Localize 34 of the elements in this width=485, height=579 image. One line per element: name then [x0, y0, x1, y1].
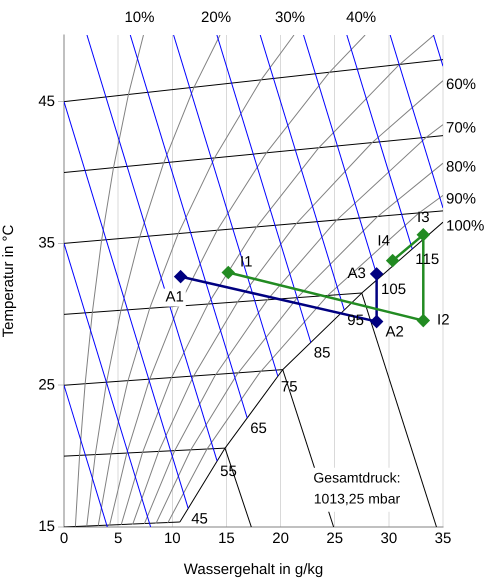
y-axis-title: Temperatur in °C	[0, 224, 18, 338]
annotation: I4	[377, 232, 390, 250]
series-label: 100%	[446, 217, 484, 234]
x-axis-title: Wassergehalt in g/kg	[184, 561, 324, 578]
x-tick-label: 0	[60, 530, 68, 548]
series-label: 10%	[124, 9, 154, 26]
x-tick-label: 5	[114, 530, 122, 548]
y-tick-label: 45	[38, 92, 55, 110]
annotation: A2	[385, 324, 404, 341]
annotation: A1	[165, 288, 184, 306]
y-tick-label: 15	[38, 518, 55, 536]
series-label: 105	[381, 281, 406, 298]
series-label: 20%	[201, 9, 232, 26]
series-label: 40%	[346, 9, 376, 26]
x-tick-label: 30	[380, 530, 398, 548]
x-tick-label: 10	[164, 530, 181, 548]
x-tick-label: 15	[218, 530, 235, 548]
annotation: Gesamtdruck: 1013,25 mbar	[313, 470, 401, 507]
series-label: 80%	[446, 158, 476, 176]
series-label: 95	[347, 312, 364, 330]
series-label: 30%	[274, 9, 306, 26]
annotation: I2	[437, 312, 450, 329]
x-tick-label: 20	[272, 530, 289, 548]
series-label: 85	[314, 344, 330, 362]
x-tick-label: 25	[326, 530, 344, 548]
series-label: 60%	[446, 76, 476, 93]
x-tick-label: 35	[434, 530, 452, 548]
series-label: 70%	[446, 120, 476, 137]
annotation: A3	[347, 265, 366, 282]
series-label: 65	[250, 420, 267, 438]
y-tick-label: 25	[38, 376, 55, 394]
y-tick-label: 35	[38, 234, 55, 252]
series-label: 45	[191, 510, 208, 528]
series-label: 90%	[446, 190, 476, 208]
